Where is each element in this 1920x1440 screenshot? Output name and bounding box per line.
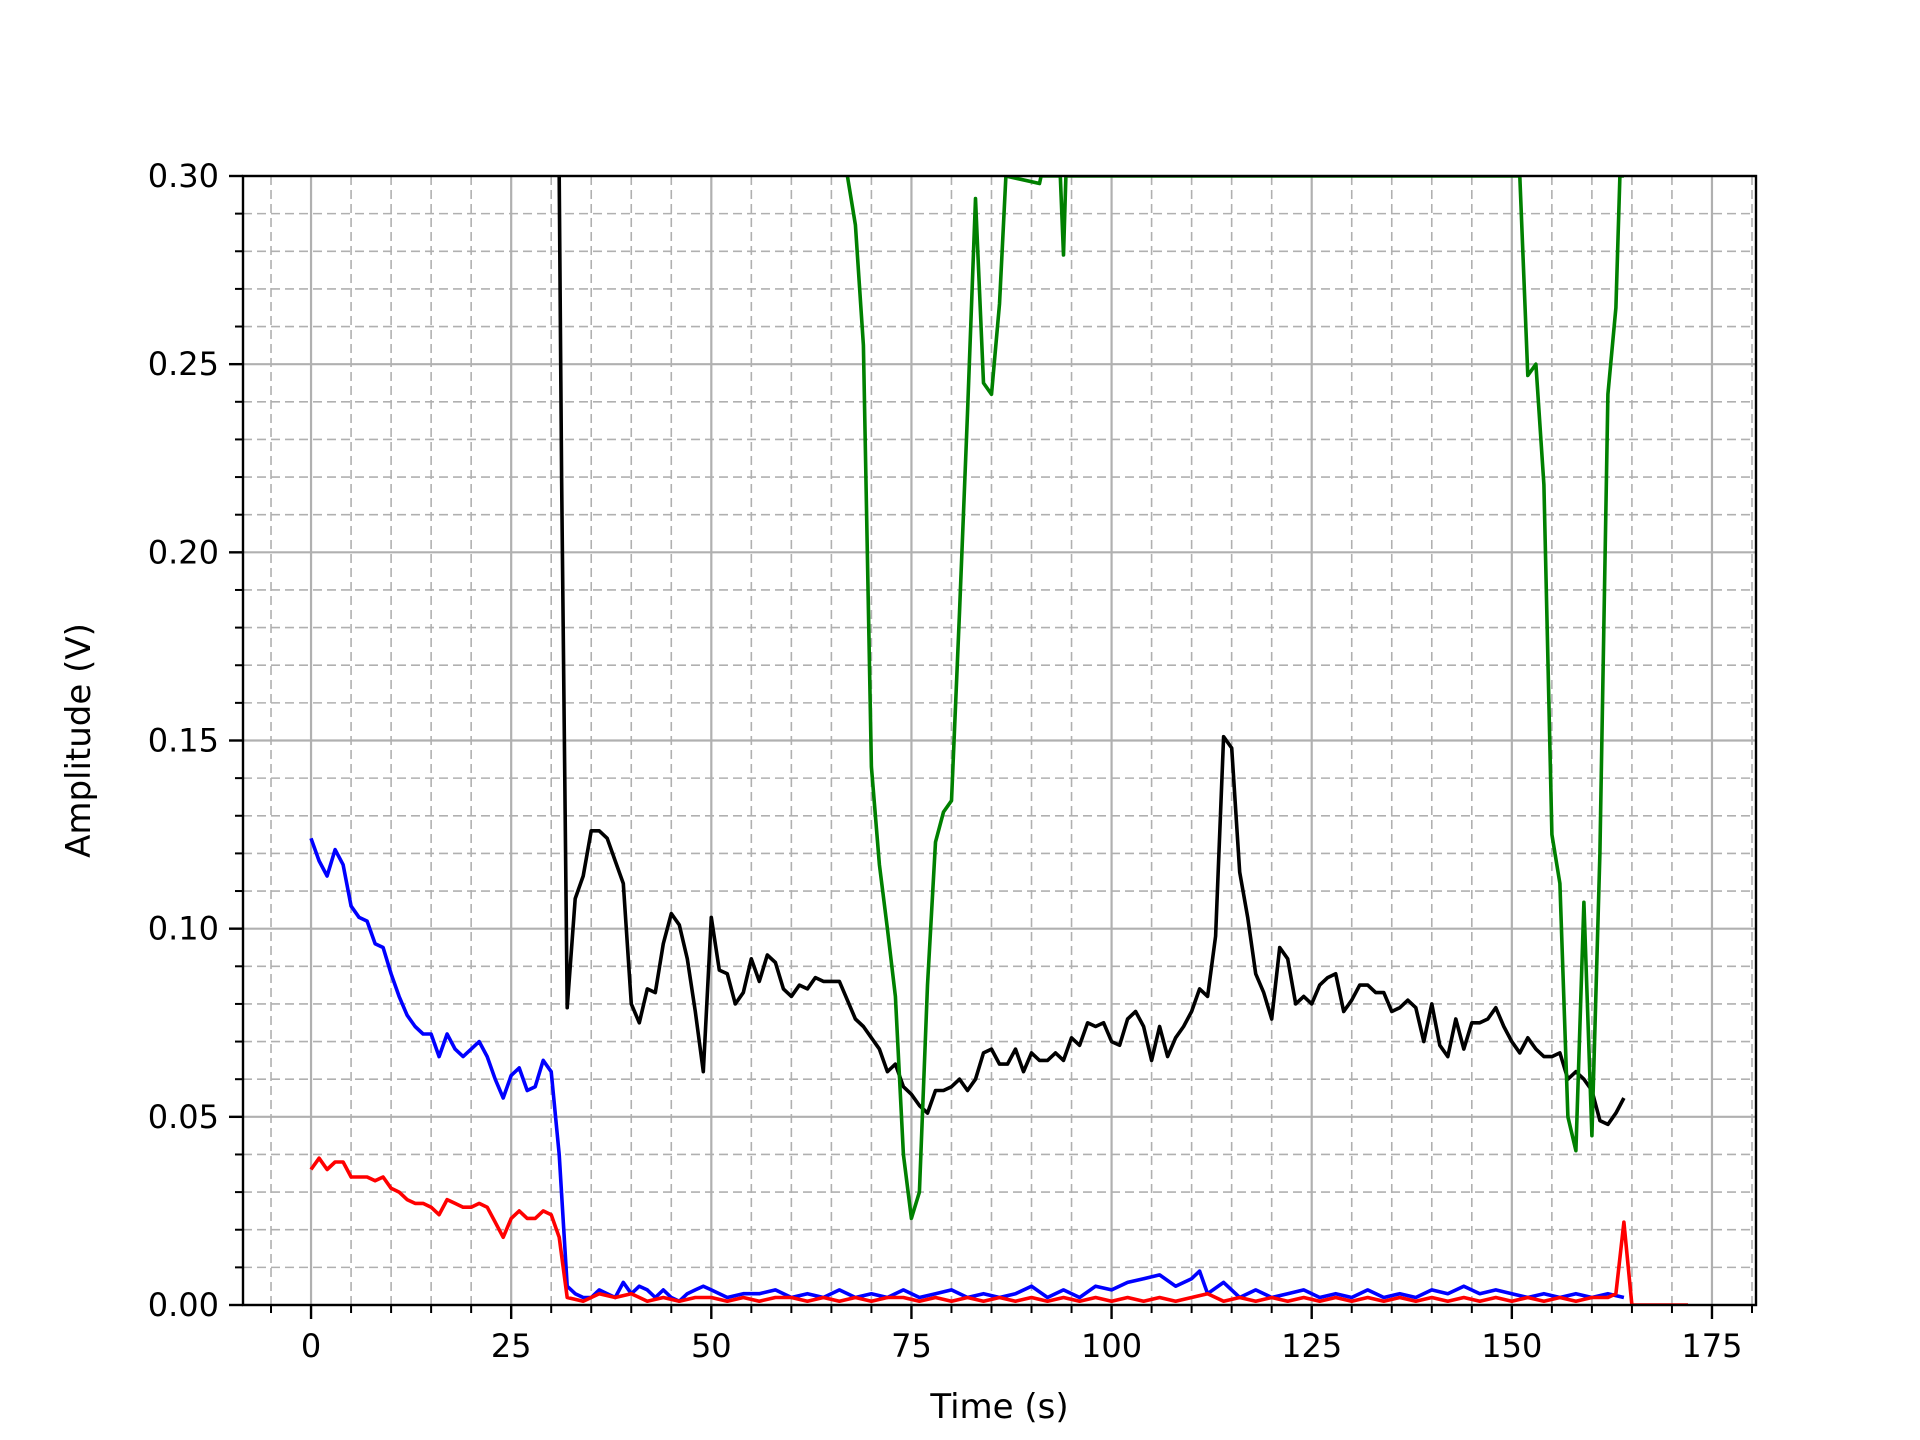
series-line-black bbox=[557, 176, 1626, 1127]
x-tick-label: 50 bbox=[691, 1327, 732, 1365]
x-axis-label: Time (s) bbox=[929, 1387, 1068, 1427]
x-tick-label: 175 bbox=[1681, 1327, 1742, 1365]
series-line-blue bbox=[309, 837, 1625, 1303]
y-tick-label: 0.05 bbox=[148, 1098, 219, 1136]
axis-ticks bbox=[229, 174, 1753, 1319]
series-line-green bbox=[845, 176, 1624, 1221]
y-tick-label: 0.30 bbox=[148, 157, 219, 195]
x-tick-label: 0 bbox=[301, 1327, 321, 1365]
x-tick-label: 125 bbox=[1281, 1327, 1342, 1365]
y-tick-label: 0.20 bbox=[148, 533, 219, 571]
y-tick-label: 0.10 bbox=[148, 910, 219, 948]
x-tick-label: 25 bbox=[491, 1327, 532, 1365]
series-layer bbox=[309, 176, 1688, 1305]
y-tick-label: 0.15 bbox=[148, 722, 219, 760]
tick-labels: 0 25 50 75 100 125 150 175 0.00 0.05 0.10 0.15 0.20 0… bbox=[148, 157, 1743, 1365]
x-tick-label: 100 bbox=[1081, 1327, 1142, 1365]
y-tick-label: 0.00 bbox=[148, 1286, 219, 1324]
x-tick-label: 150 bbox=[1481, 1327, 1542, 1365]
y-axis-label: Amplitude (V) bbox=[59, 623, 99, 858]
x-tick-label: 75 bbox=[891, 1327, 932, 1365]
y-tick-label: 0.25 bbox=[148, 345, 219, 383]
series-line-red bbox=[309, 1156, 1688, 1305]
